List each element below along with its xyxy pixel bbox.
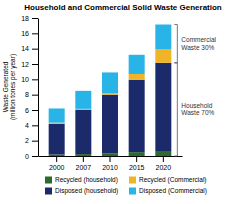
tick-mark [110, 156, 111, 162]
tick: 4 [25, 122, 38, 129]
bar [49, 123, 65, 124]
tick-label: 2010 [102, 164, 118, 171]
bar [129, 152, 145, 156]
bar [155, 63, 171, 151]
tick-label: 10 [21, 76, 29, 83]
bar [102, 72, 118, 93]
tick: 2015 [129, 156, 145, 171]
tick-label: 4 [25, 122, 29, 129]
bar [155, 49, 171, 63]
bracket [174, 63, 177, 156]
tick-label: 0 [25, 153, 29, 160]
tick-mark [32, 79, 38, 80]
legend-swatch [129, 188, 136, 195]
tick-mark [56, 156, 57, 162]
tick: 10 [21, 76, 38, 83]
tick-mark [32, 141, 38, 142]
tick: 2007 [76, 156, 92, 171]
bar [49, 154, 65, 156]
tick-label: 2020 [156, 164, 172, 171]
tick-mark [32, 156, 38, 157]
tick: 14 [21, 45, 38, 52]
tick: 6 [25, 107, 38, 114]
tick-mark [32, 33, 38, 34]
tick: 2000 [49, 156, 65, 171]
bar [155, 151, 171, 156]
tick-mark [32, 95, 38, 96]
title: Household and Commercial Solid Waste Gen… [24, 3, 222, 12]
bar [129, 55, 145, 74]
tick: 2010 [102, 156, 118, 171]
tick-label: 2000 [49, 164, 65, 171]
tick: 16 [21, 30, 38, 37]
bar [75, 109, 91, 110]
annotation: CommercialWaste 30% [181, 36, 216, 50]
bar [75, 91, 91, 109]
tick-mark [32, 49, 38, 50]
chart: 0 2 4 6 8 10 12 14 16 18 2000 2007 2010 2015 2020 Comme… [0, 0, 246, 204]
bar [75, 110, 91, 154]
tick: 0 [25, 153, 38, 160]
legend-label: Disposed (household) [55, 187, 118, 195]
legend-item: Recycled (household) [45, 176, 118, 184]
annotations: CommercialWaste 30% HouseholdWaste 70% [174, 25, 216, 156]
legend-swatch [45, 188, 52, 195]
series [49, 49, 172, 124]
tick: 12 [21, 61, 38, 68]
bars [49, 25, 172, 156]
tick-mark [136, 156, 137, 162]
tick-mark [163, 156, 164, 162]
tick: 2020 [156, 156, 172, 171]
tick-label: 14 [21, 45, 29, 52]
series [49, 25, 172, 123]
tick-label: 16 [21, 30, 29, 37]
bar [49, 108, 65, 122]
bar [129, 74, 145, 80]
tick: 8 [25, 91, 38, 98]
legend-item: Recycled (Commercial) [129, 176, 207, 184]
tick-mark [32, 125, 38, 126]
bar [129, 80, 145, 152]
tick-label: 8 [25, 91, 29, 98]
tick: 18 [21, 15, 38, 22]
x-axis: 2000 2007 2010 2015 2020 [39, 156, 183, 171]
tick-mark [32, 18, 38, 19]
bar [49, 124, 65, 155]
tick-label: 18 [21, 15, 29, 22]
bar [102, 93, 118, 95]
tick-mark [32, 110, 38, 111]
bar [155, 25, 171, 50]
legend-swatch [45, 177, 52, 184]
tick-mark [83, 156, 84, 162]
tick-label: 12 [21, 61, 29, 68]
y-label: Waste Generated(million tones per year) [2, 54, 17, 120]
legend-label: Disposed (Commercial) [139, 187, 207, 195]
bracket [174, 25, 177, 63]
series [49, 63, 172, 155]
axis-line [38, 19, 39, 157]
y-axis: 0 2 4 6 8 10 12 14 16 18 [21, 15, 38, 160]
tick: 2 [25, 137, 38, 144]
tick-label: 6 [25, 107, 29, 114]
legend-item: Disposed (household) [45, 187, 118, 195]
legend-item: Disposed (Commercial) [129, 187, 207, 195]
tick-label: 2015 [129, 164, 145, 171]
legend-label: Recycled (Commercial) [139, 176, 207, 184]
bar [102, 95, 118, 154]
tick-label: 2 [25, 137, 29, 144]
plot: 0 2 4 6 8 10 12 14 16 18 2000 2007 2010 2015 2020 Comme… [21, 15, 216, 171]
annotation: HouseholdWaste 70% [181, 102, 214, 116]
legend-label: Recycled (household) [55, 176, 118, 184]
tick-label: 2007 [76, 164, 92, 171]
bar [102, 153, 118, 156]
legend-swatch [129, 177, 136, 184]
bar [75, 154, 91, 156]
tick-mark [32, 64, 38, 65]
legend: Recycled (household) Disposed (household)… [45, 176, 207, 195]
